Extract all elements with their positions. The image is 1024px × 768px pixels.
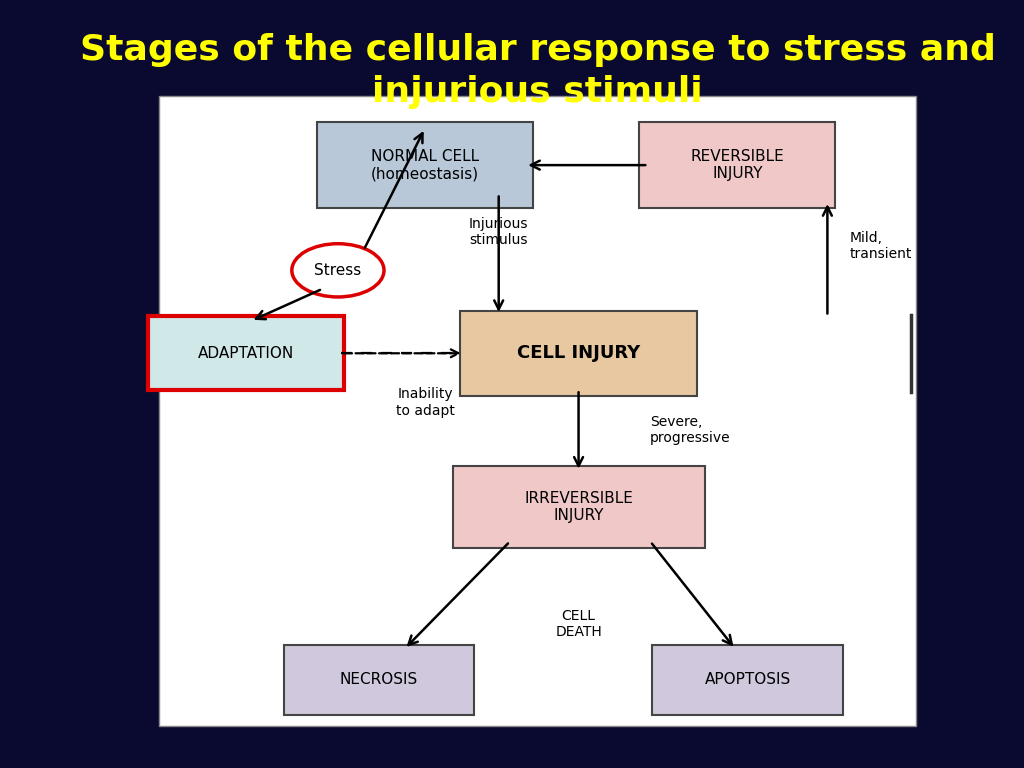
Text: Stress: Stress [314,263,361,278]
Text: Injurious
stimulus: Injurious stimulus [469,217,528,247]
Text: CELL
DEATH: CELL DEATH [555,608,602,639]
FancyBboxPatch shape [159,96,916,726]
Text: Mild,
transient: Mild, transient [850,230,912,261]
FancyBboxPatch shape [317,122,532,207]
Text: Inability
to adapt: Inability to adapt [395,387,455,418]
Ellipse shape [292,243,384,297]
Text: ADAPTATION: ADAPTATION [198,346,294,361]
FancyBboxPatch shape [147,316,344,390]
FancyBboxPatch shape [652,645,843,714]
Text: NECROSIS: NECROSIS [340,672,418,687]
Text: CELL INJURY: CELL INJURY [517,344,640,362]
Text: injurious stimuli: injurious stimuli [373,75,702,109]
Text: Stages of the cellular response to stress and: Stages of the cellular response to stres… [80,33,995,67]
Text: NORMAL CELL
(homeostasis): NORMAL CELL (homeostasis) [371,149,479,181]
FancyBboxPatch shape [639,122,835,207]
Text: APOPTOSIS: APOPTOSIS [705,672,791,687]
Text: IRREVERSIBLE
INJURY: IRREVERSIBLE INJURY [524,491,633,523]
Text: REVERSIBLE
INJURY: REVERSIBLE INJURY [690,149,784,181]
FancyBboxPatch shape [460,310,696,396]
Text: Severe,
progressive: Severe, progressive [650,415,731,445]
FancyBboxPatch shape [284,645,474,714]
FancyBboxPatch shape [453,466,705,548]
